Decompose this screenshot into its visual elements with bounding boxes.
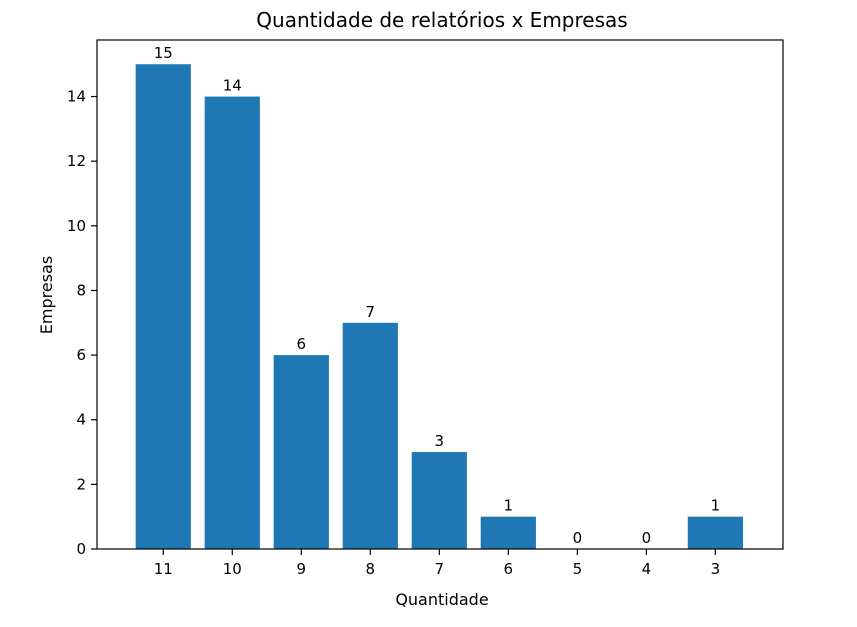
bar-7 [411, 452, 467, 549]
data-labels-group: 15 14 6 7 3 1 0 0 1 [154, 44, 720, 547]
data-label-6: 1 [504, 497, 514, 515]
y-tick-label-14: 14 [67, 88, 86, 106]
y-tick-label-6: 6 [76, 346, 86, 364]
y-tick-label-2: 2 [76, 475, 86, 493]
data-label-8: 7 [366, 303, 376, 321]
y-tick-label-12: 12 [67, 152, 86, 170]
x-axis-label: Quantidade [395, 590, 488, 609]
x-tick-label-8: 8 [366, 560, 376, 578]
x-tick-label-10: 10 [223, 560, 242, 578]
y-tick-label-4: 4 [76, 411, 86, 429]
x-tick-label-11: 11 [154, 560, 173, 578]
y-axis-ticks: 0 2 4 6 8 10 12 14 [67, 88, 97, 558]
y-tick-label-0: 0 [76, 540, 86, 558]
bar-3 [687, 516, 743, 549]
x-tick-label-3: 3 [711, 560, 721, 578]
bars-group [135, 64, 743, 550]
x-tick-label-9: 9 [297, 560, 307, 578]
x-axis-ticks: 11 10 9 8 7 6 5 4 3 [154, 549, 720, 578]
chart-title: Quantidade de relatórios x Empresas [256, 8, 627, 32]
data-label-3: 1 [711, 497, 721, 515]
x-tick-label-4: 4 [642, 560, 652, 578]
plot-frame [96, 39, 784, 550]
x-tick-label-7: 7 [435, 560, 445, 578]
bar-10 [204, 96, 260, 550]
data-label-4: 0 [642, 529, 652, 547]
data-label-9: 6 [297, 335, 307, 353]
data-label-11: 15 [154, 44, 173, 62]
x-tick-label-5: 5 [573, 560, 583, 578]
y-tick-label-8: 8 [76, 281, 86, 299]
y-axis-label: Empresas [37, 256, 56, 334]
data-label-5: 0 [573, 529, 583, 547]
y-tick-label-10: 10 [67, 217, 86, 235]
bar-8 [342, 322, 398, 549]
bar-11 [135, 64, 191, 549]
bar-6 [480, 516, 536, 549]
bar-9 [273, 355, 329, 549]
data-label-7: 3 [435, 432, 445, 450]
x-tick-label-6: 6 [504, 560, 514, 578]
data-label-10: 14 [223, 77, 242, 95]
